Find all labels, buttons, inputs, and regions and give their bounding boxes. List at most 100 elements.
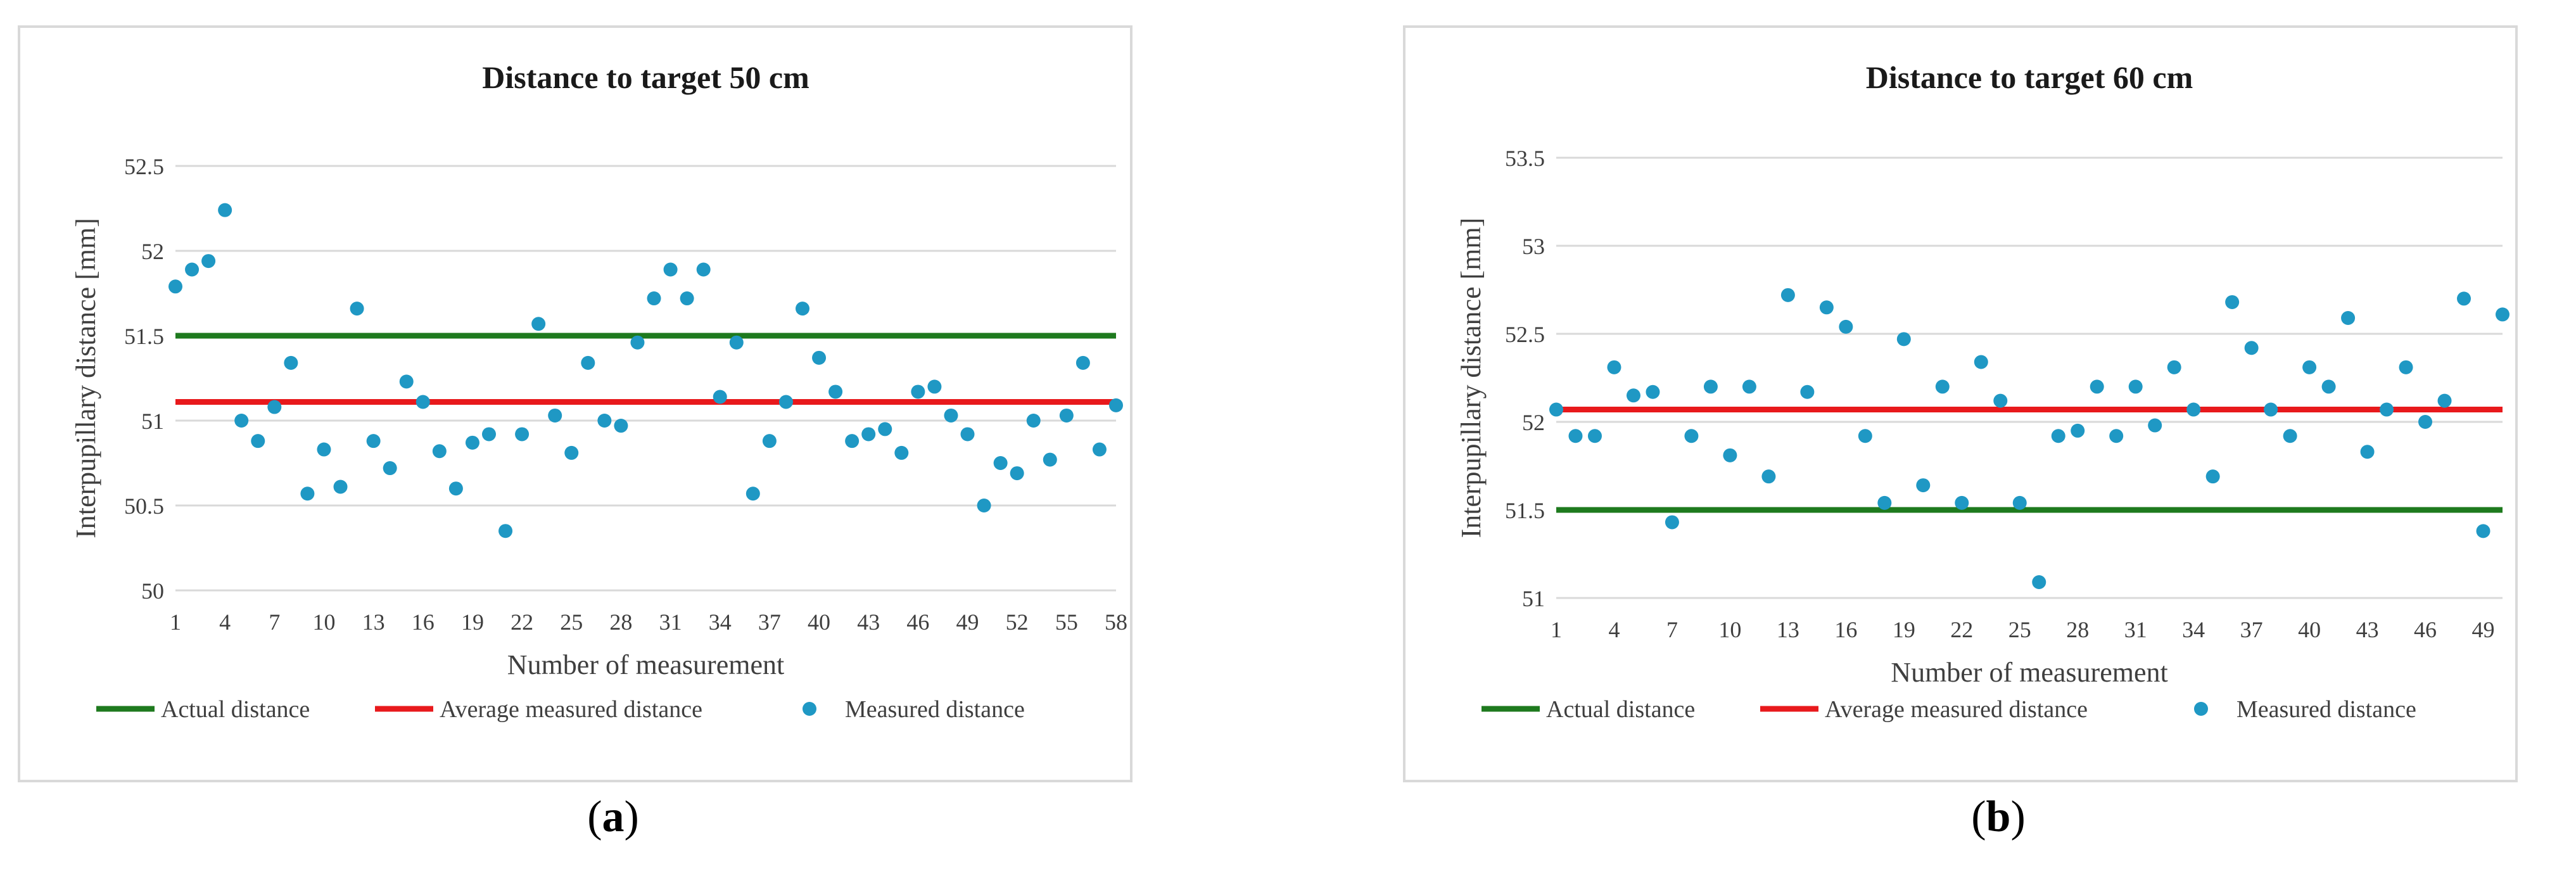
charta-data-point [548,408,562,423]
charta-yaxis-label: Interpupillary distance [mm] [70,218,101,538]
charta-data-point [564,445,579,460]
chartb-data-point [2264,402,2278,417]
chartb-data-point [2167,360,2181,374]
charta-data-point [713,390,727,404]
charta-data-point [1010,466,1024,481]
charta-xtick-label: 31 [659,609,682,635]
charta-xtick-label: 10 [312,609,335,635]
chartb-data-point [1665,515,1679,530]
chart-panel-a: Distance to target 50 cm 50 50.5 51 51.5 52 52… [18,25,1133,782]
chartb-xtick-label: 43 [2356,617,2379,642]
chartb-xtick-label: 7 [1666,617,1678,642]
chartb-data-point [2341,310,2356,325]
chartb-xtick-label: 25 [2008,617,2031,642]
charta-xtick-label: 4 [219,609,231,635]
charta-data-point [911,385,925,399]
charta-data-point [317,442,331,457]
chartb-xtick-label: 1 [1551,617,1562,642]
charta-data-point [383,461,397,476]
charta-data-point [1026,414,1041,428]
chartb-xtick-label: 31 [2124,617,2147,642]
chart-b-svg: Distance to target 60 cm 51 51.5 52 52.5 53 53… [1456,60,2509,723]
charta-data-point [465,435,479,450]
charta-legend-label: Measured distance [845,696,1025,723]
charta-xtick-label: 55 [1055,609,1078,635]
charta-data-point [680,291,694,306]
caption-b: (b) [1903,792,2093,842]
chartb-data-point [1780,288,1795,302]
chartb-xtick-label: 13 [1777,617,1799,642]
charta-ytick-label: 51.5 [124,324,164,349]
charta-data-point [201,254,216,269]
chartb-data-point [2321,379,2336,394]
charta-xtick-label: 22 [511,609,533,635]
charta-xtick-label: 52 [1006,609,1029,635]
caption-a-open: ( [587,792,602,841]
charta-data-point [366,434,381,448]
chartb-title: Distance to target 60 cm [1866,60,2193,95]
charta-xaxis-label: Number of measurement [507,649,784,680]
chartb-ytick-label: 53.5 [1505,146,1545,171]
caption-a-close: ) [624,792,639,841]
chartb-ytick-label: 51.5 [1505,498,1545,523]
chartb-data-point [2360,445,2375,459]
chartb-data-point [1839,319,1853,334]
chartb-ytick-label: 53 [1522,234,1545,259]
chart-panel-b: Distance to target 60 cm 51 51.5 52 52.5 53 53… [1403,25,2518,782]
charta-xtick-label: 49 [956,609,979,635]
chartb-legend-label: Actual distance [1546,696,1695,723]
charta-data-point [960,427,975,442]
charta-data-point [778,395,793,409]
chartb-xtick-label: 22 [1950,617,1973,642]
charta-data-point [185,262,200,277]
chartb-data-point [1568,429,1583,443]
charta-xtick-label: 34 [709,609,732,635]
charta-data-point [597,414,612,428]
caption-b-label: b [1986,792,2011,841]
chartb-data-point [1858,429,1872,443]
charta-xtick-label: 19 [461,609,484,635]
chartb-data-point [1587,429,1602,443]
charta-legend-swatch [803,702,816,716]
chartb-data-point [1626,388,1640,403]
chartb-legend-swatch [2194,702,2208,716]
charta-xtick-label: 28 [609,609,632,635]
charta-data-point [251,434,265,448]
chartb-xtick-label: 16 [1834,617,1857,642]
charta-data-point [812,350,827,365]
chartb-xtick-label: 28 [2066,617,2089,642]
chartb-data-point [2225,295,2240,309]
charta-xtick-label: 7 [269,609,280,635]
charta-data-point [696,262,711,277]
chartb-legend-label: Average measured distance [1825,696,2088,723]
chartb-data-point [1955,495,1969,510]
chartb-data-point [2302,360,2317,374]
charta-data-point [350,302,364,316]
charta-ytick-label: 50.5 [124,493,164,519]
charta-data-point [861,427,876,442]
chartb-yaxis-label: Interpupillary distance [mm] [1456,218,1487,538]
charta-xtick-label: 13 [362,609,385,635]
chartb-data-point [2186,402,2201,417]
charta-data-point [977,499,991,512]
caption-b-open: ( [1971,792,1986,841]
chartb-data-point [1607,360,1621,374]
charta-data-point [498,524,513,538]
chartb-xtick-label: 4 [1608,617,1620,642]
chartb-data-point [1877,495,1892,510]
charta-data-point [845,434,860,448]
charta-data-point [416,395,430,409]
charta-ytick-label: 51 [141,409,164,434]
charta-xtick-label: 46 [906,609,929,635]
chartb-data-point [2128,379,2143,394]
charta-ytick-label: 52.5 [124,154,164,179]
chartb-data-point [1819,300,1834,315]
charta-data-point [1092,442,1107,457]
charta-legend-label: Actual distance [161,696,310,723]
chartb-data-point [1703,379,1718,394]
charta-data-point [300,486,315,501]
charta-title: Distance to target 50 cm [482,60,809,95]
charta-data-point [234,414,249,428]
charta-data-point [168,279,182,294]
chartb-xtick-label: 37 [2240,617,2263,642]
